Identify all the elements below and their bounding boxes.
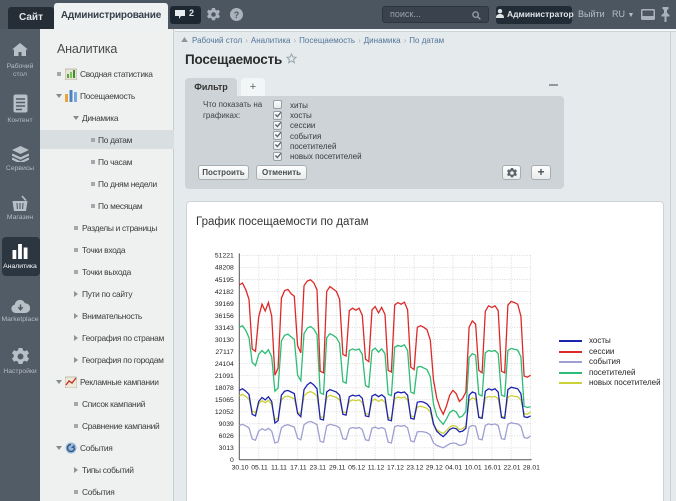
svg-text:36156: 36156: [215, 313, 234, 320]
svg-text:29.12: 29.12: [426, 464, 443, 471]
svg-text:17.11: 17.11: [290, 464, 307, 471]
svg-text:21091: 21091: [215, 373, 234, 380]
svg-text:51221: 51221: [215, 253, 234, 260]
svg-text:15065: 15065: [215, 397, 234, 404]
svg-text:05.11: 05.11: [251, 464, 268, 471]
svg-text:0: 0: [230, 457, 234, 464]
svg-text:10.01: 10.01: [465, 464, 482, 471]
svg-text:30.10: 30.10: [232, 464, 249, 471]
svg-text:9039: 9039: [219, 421, 234, 428]
svg-text:30130: 30130: [215, 337, 234, 344]
svg-text:05.12: 05.12: [348, 464, 365, 471]
svg-text:3013: 3013: [219, 445, 234, 452]
svg-text:6026: 6026: [219, 433, 234, 440]
svg-text:33143: 33143: [215, 325, 234, 332]
svg-text:23.12: 23.12: [406, 464, 423, 471]
svg-text:18078: 18078: [215, 385, 234, 392]
svg-text:22.01: 22.01: [503, 464, 520, 471]
svg-text:12052: 12052: [215, 409, 234, 416]
svg-text:29.11: 29.11: [329, 464, 346, 471]
svg-text:45195: 45195: [215, 277, 234, 284]
svg-text:16.01: 16.01: [484, 464, 501, 471]
svg-text:23.11: 23.11: [310, 464, 327, 471]
svg-text:27117: 27117: [215, 349, 234, 356]
svg-text:04.01: 04.01: [445, 464, 462, 471]
svg-text:24104: 24104: [215, 361, 234, 368]
svg-text:11.11: 11.11: [271, 464, 287, 471]
svg-text:39169: 39169: [215, 301, 234, 308]
svg-text:17.12: 17.12: [387, 464, 404, 471]
svg-text:11.12: 11.12: [368, 464, 385, 471]
svg-text:42182: 42182: [215, 289, 234, 296]
svg-text:48208: 48208: [215, 265, 234, 272]
svg-text:?: ?: [234, 10, 239, 20]
svg-text:28.01: 28.01: [523, 464, 540, 471]
